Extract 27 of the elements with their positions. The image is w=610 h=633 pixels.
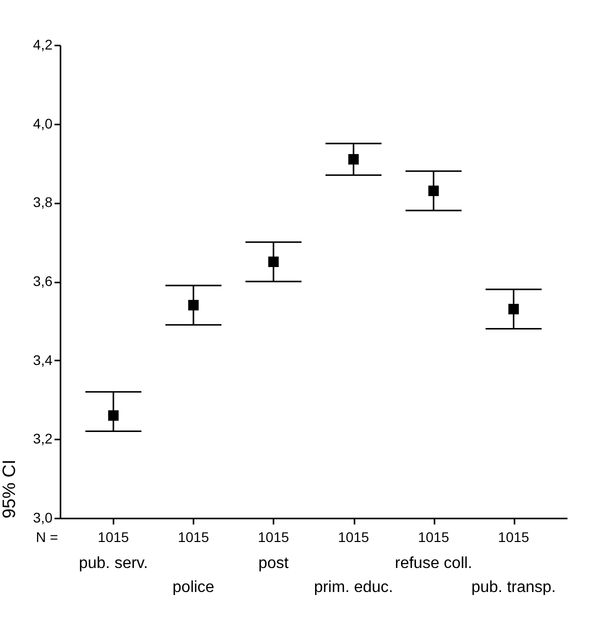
point	[188, 300, 199, 310]
y-tick-label: 3,6	[33, 273, 53, 289]
text: 1015	[98, 529, 130, 545]
text: N =	[36, 529, 58, 545]
y-tick-label: 3,4	[33, 352, 53, 368]
y-tick-label: 4,0	[33, 115, 53, 132]
x-tick-label: pub. transp.	[471, 579, 556, 596]
point	[268, 256, 279, 268]
point	[108, 410, 119, 421]
text: 1015	[178, 529, 210, 545]
point	[428, 186, 439, 196]
y-tick-label: 3,0	[33, 510, 53, 526]
y-tick-label: 4,2	[33, 36, 53, 52]
text: 1015	[498, 529, 530, 545]
x-tick-label: prim. educ.	[314, 579, 394, 596]
x-tick-label: refuse coll.	[394, 555, 472, 572]
point	[508, 304, 519, 314]
text: 1015	[258, 529, 290, 545]
y-axis-title: 95% CI	[0, 459, 20, 518]
point	[348, 154, 359, 165]
x-tick-label: pub. serv.	[78, 555, 148, 572]
x-tick-label: post	[258, 555, 290, 572]
text: 1015	[418, 529, 450, 545]
y-tick-label: 3,2	[33, 430, 53, 447]
text: 1015	[338, 529, 370, 545]
x-tick-label: police	[172, 579, 214, 596]
y-tick-label: 3,8	[33, 194, 53, 210]
